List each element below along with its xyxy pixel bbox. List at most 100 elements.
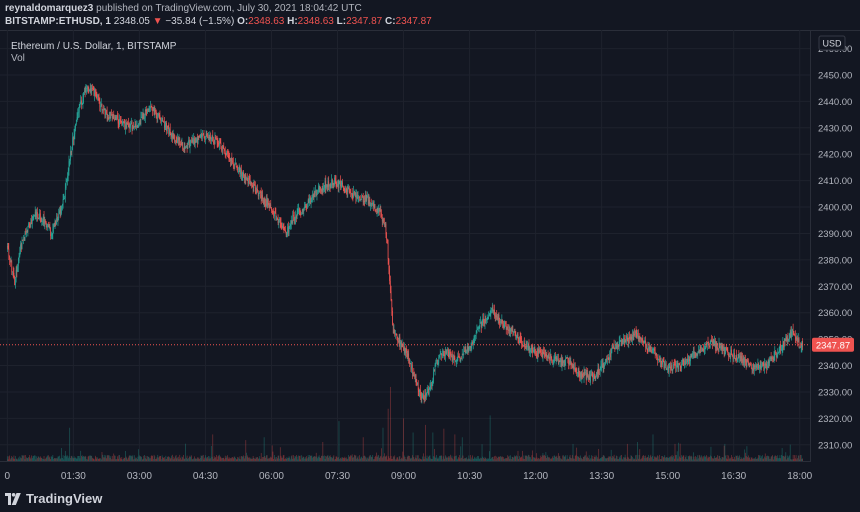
- volume-bar: [395, 459, 397, 461]
- volume-bar: [533, 457, 535, 461]
- candle-body: [664, 366, 666, 368]
- candle-body: [581, 373, 583, 378]
- volume-bar: [323, 456, 324, 461]
- author-name[interactable]: reynaldomarquez3: [5, 3, 94, 14]
- time-axis[interactable]: 0 01:30 03:00 04:30 06:00 07:30 09:00 10:30 12:0…: [5, 471, 813, 482]
- volume-bar: [452, 458, 454, 461]
- candle-body: [213, 143, 215, 145]
- volume-bar: [781, 455, 782, 461]
- candle-body: [763, 365, 765, 370]
- candle-body: [356, 194, 357, 199]
- volume-bar: [25, 455, 27, 461]
- candle-body: [376, 208, 378, 212]
- candle-body: [34, 211, 36, 215]
- volume-bar: [126, 458, 128, 461]
- candle-body: [177, 137, 178, 143]
- candle-body: [126, 122, 128, 125]
- candle-body: [440, 353, 442, 355]
- volume-bar: [786, 455, 788, 461]
- volume-bar: [78, 455, 79, 461]
- candle-body: [579, 373, 580, 377]
- volume-bar: [644, 458, 646, 461]
- volume-bar: [56, 458, 57, 461]
- currency-button[interactable]: [818, 35, 846, 51]
- candle-body: [507, 326, 509, 330]
- volume-bar: [673, 455, 674, 461]
- volume-bar: [445, 456, 447, 461]
- candle-body: [166, 122, 167, 131]
- volume-bar: [752, 458, 754, 461]
- volume-bar: [538, 457, 539, 461]
- candle-body: [533, 349, 535, 351]
- candle-body: [224, 150, 226, 154]
- volume-bar: [192, 459, 194, 461]
- volume-bar: [572, 443, 574, 461]
- candle-body: [442, 354, 443, 356]
- candle-body: [199, 136, 201, 138]
- volume-bar: [778, 457, 780, 461]
- volume-bar: [291, 455, 293, 461]
- volume-bar: [320, 458, 321, 461]
- candle-body: [739, 355, 740, 358]
- candle-body: [396, 334, 398, 339]
- candle-body: [245, 174, 247, 181]
- volume-bar: [71, 455, 73, 461]
- candle-body: [656, 353, 658, 358]
- candle-body: [773, 355, 775, 361]
- volume-bar: [256, 457, 258, 461]
- candle-body: [798, 338, 800, 347]
- volume-bar: [343, 457, 344, 461]
- price-chart[interactable]: 2310.002320.002330.002340.002350.002360.…: [0, 30, 860, 486]
- candle-body: [151, 106, 153, 111]
- volume-bar: [580, 457, 582, 461]
- volume-bar: [629, 458, 631, 461]
- candle-body: [219, 141, 221, 143]
- price-change: −35.84 (−1.5%): [165, 16, 235, 27]
- candle-body: [382, 219, 384, 222]
- volume-bar: [486, 458, 487, 461]
- candle-body: [52, 227, 54, 235]
- volume-bar: [67, 455, 68, 461]
- candle-body: [199, 136, 200, 138]
- candle-body: [359, 196, 360, 198]
- candle-body: [459, 357, 461, 362]
- volume-bar: [704, 457, 706, 461]
- candle-body: [360, 199, 362, 201]
- volume-bar: [13, 455, 15, 461]
- candle-body: [70, 151, 71, 161]
- volume-bar: [743, 458, 745, 461]
- volume-bar: [745, 456, 747, 461]
- volume-bar: [495, 459, 497, 461]
- volume-bar: [86, 459, 88, 461]
- candle-body: [785, 336, 787, 342]
- candle-body: [711, 339, 713, 341]
- volume-bar: [467, 459, 468, 461]
- candle-body: [788, 339, 790, 341]
- volume-bar: [157, 454, 159, 461]
- candle-body: [414, 374, 416, 377]
- candle-body: [458, 357, 460, 359]
- volume-bar: [461, 457, 462, 461]
- volume-bar: [250, 457, 252, 461]
- candle-body: [558, 360, 560, 365]
- candle-body: [86, 87, 87, 89]
- volume-bar: [297, 459, 299, 461]
- volume-bar: [700, 457, 702, 461]
- volume-bar: [98, 458, 100, 461]
- candle-body: [34, 214, 35, 217]
- volume-bar: [238, 457, 239, 461]
- volume-bar: [344, 456, 346, 461]
- volume-bar: [312, 457, 313, 461]
- volume-bar: [351, 454, 353, 461]
- candle-body: [386, 234, 388, 240]
- tradingview-logo[interactable]: TradingView: [5, 491, 102, 506]
- volume-bar: [378, 455, 379, 461]
- volume-bar: [213, 458, 214, 461]
- volume-bar: [657, 456, 659, 461]
- candle-body: [731, 355, 733, 357]
- volume-bar: [166, 458, 167, 461]
- candle-body: [343, 188, 345, 192]
- volume-bar: [527, 454, 529, 461]
- candle-body: [544, 352, 545, 354]
- volume-bar: [30, 458, 32, 461]
